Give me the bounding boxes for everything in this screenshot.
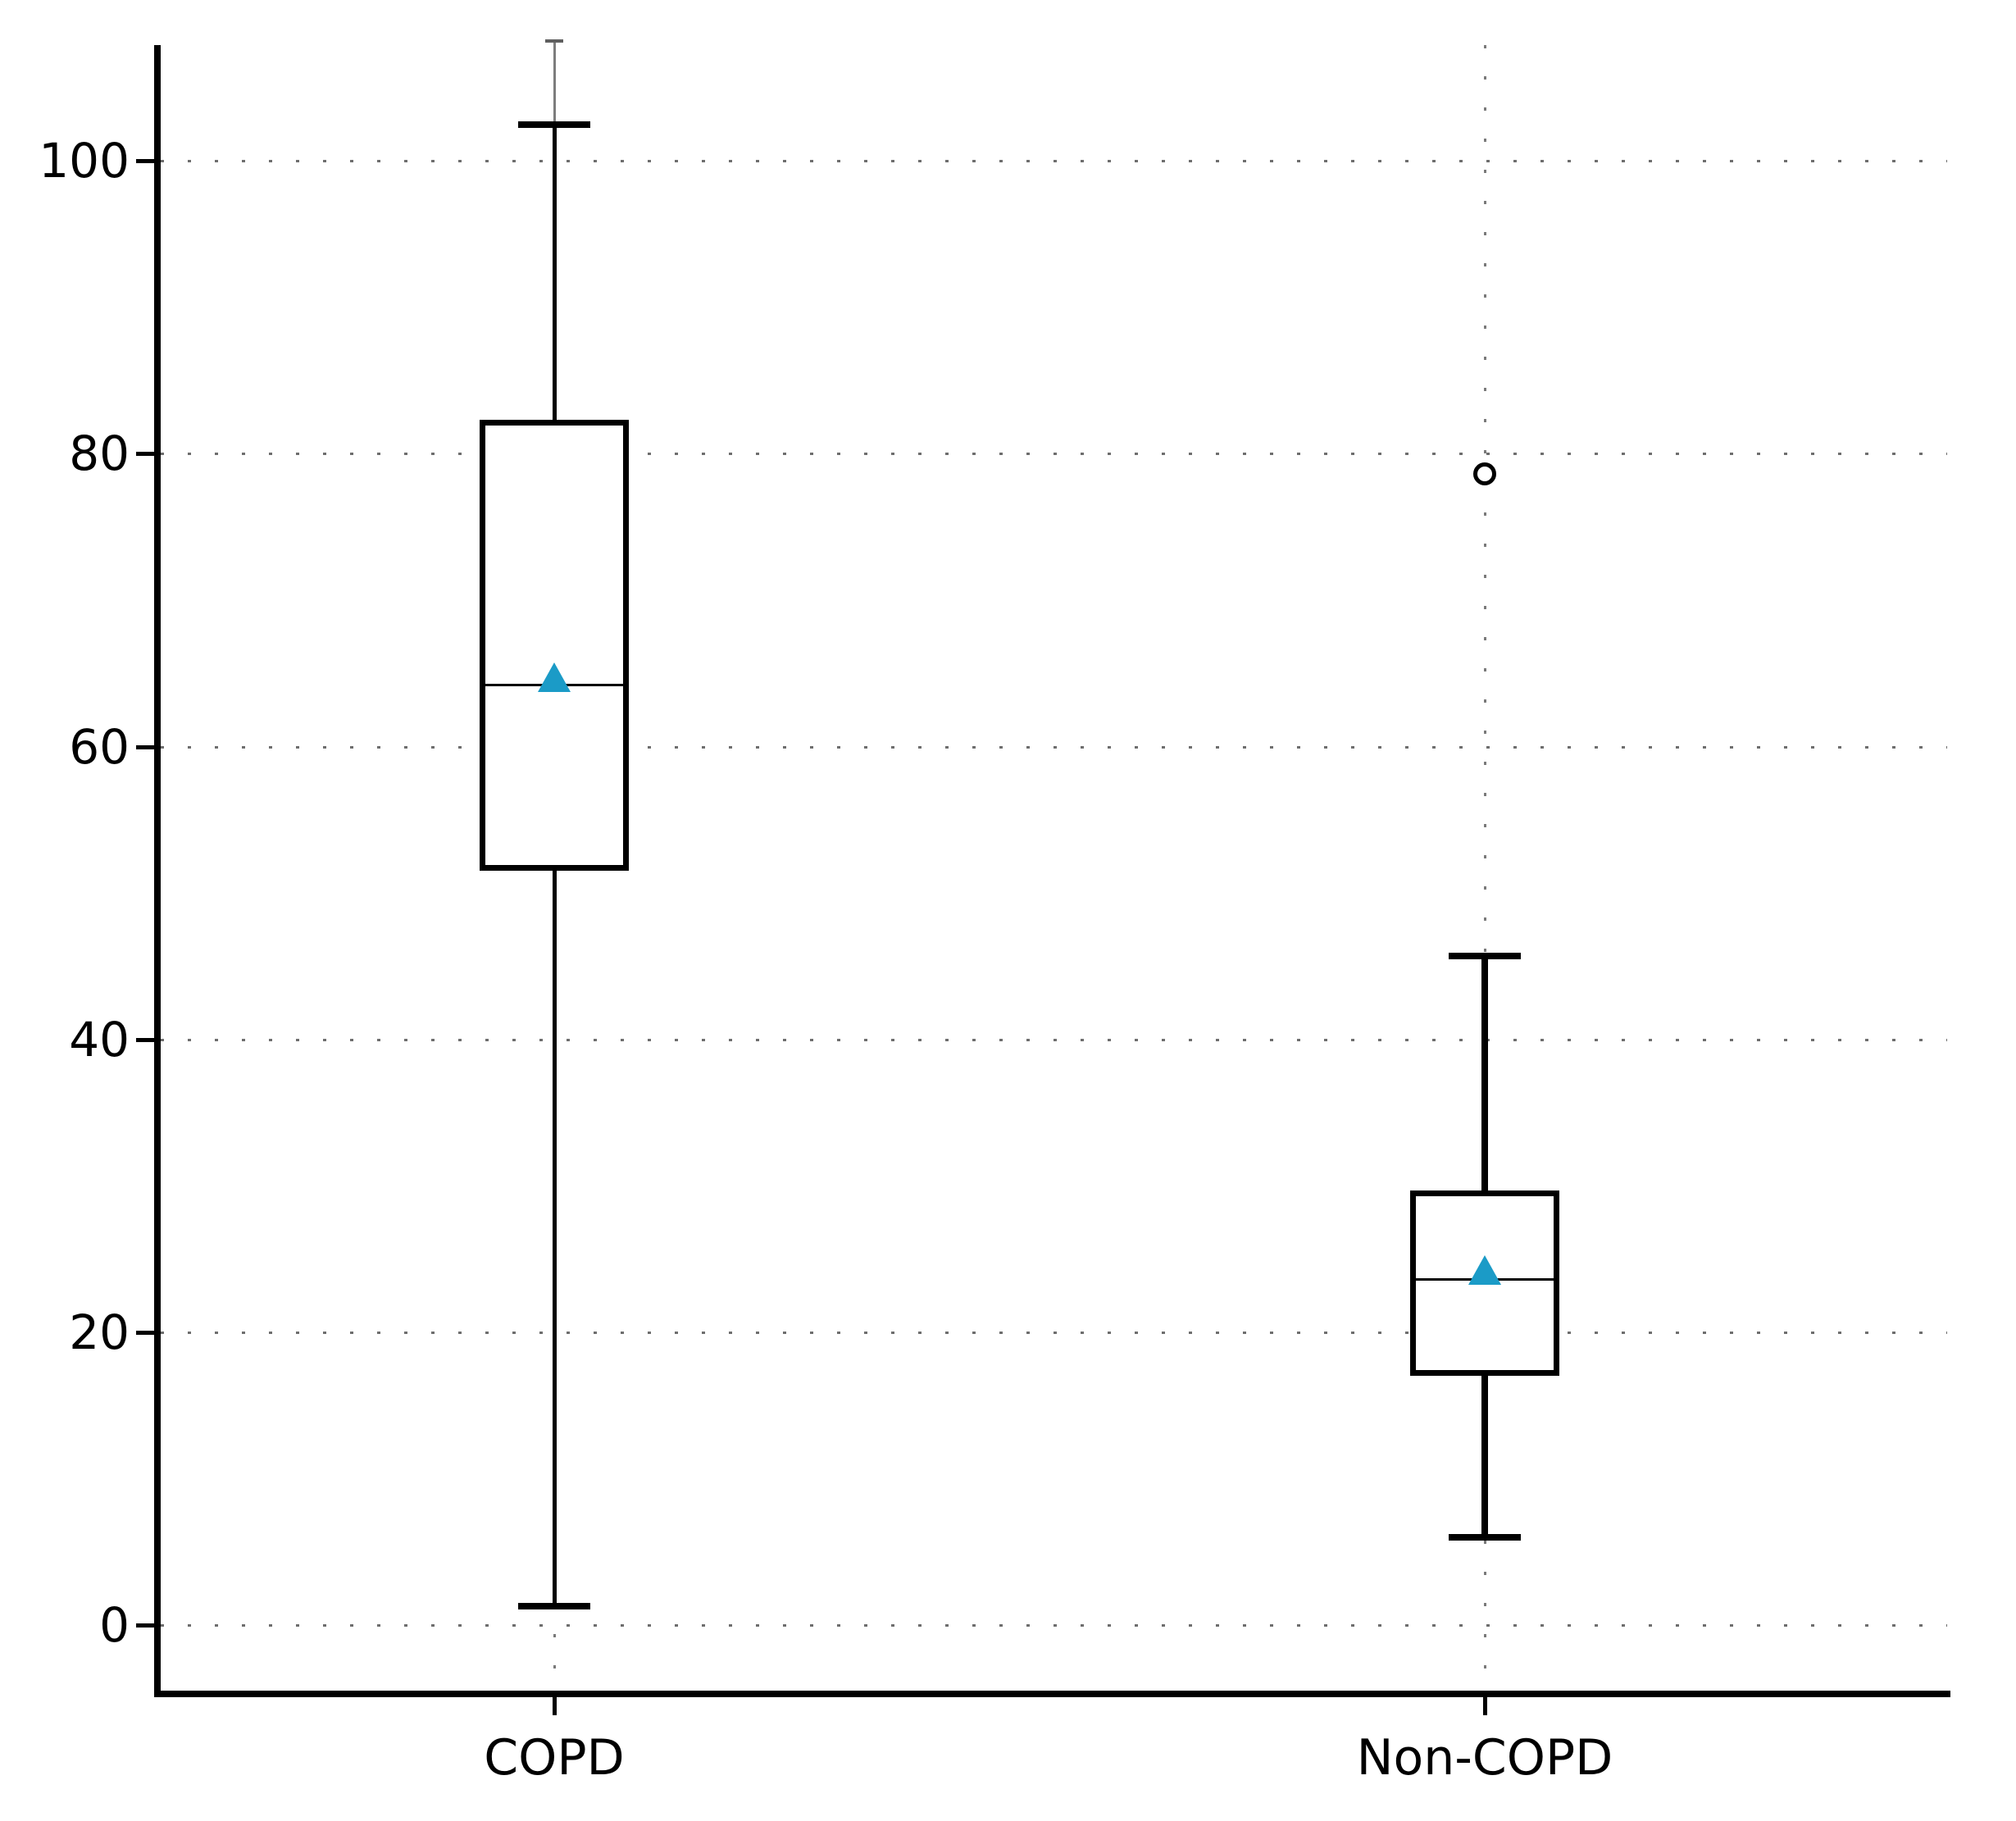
y-axis-tick: [136, 452, 154, 457]
lower-whisker-cap: [1449, 1533, 1521, 1541]
upper-whisker-cap: [518, 121, 590, 128]
thin-upper-whisker-cap: [545, 39, 563, 43]
x-axis-tick: [553, 1697, 557, 1715]
x-tick-label: COPD: [484, 1729, 625, 1787]
y-tick-label: 20: [69, 1304, 130, 1360]
y-tick-label: 0: [99, 1597, 130, 1653]
y-gridline: [161, 453, 1947, 456]
mean-marker: [538, 662, 571, 692]
y-axis-tick: [136, 159, 154, 164]
x-axis-spine: [154, 1691, 1950, 1697]
iqr-box: [480, 420, 629, 872]
y-tick-label: 40: [69, 1011, 130, 1068]
lower-whisker-line: [552, 871, 557, 1606]
lower-whisker-line: [1481, 1376, 1488, 1537]
upper-whisker-line: [552, 124, 557, 421]
y-gridline: [161, 1331, 1947, 1334]
y-gridline: [161, 160, 1947, 163]
x-axis-tick: [1483, 1697, 1487, 1715]
y-axis-spine: [154, 45, 161, 1697]
y-axis-tick: [136, 1330, 154, 1335]
thin-upper-whisker: [553, 40, 556, 125]
y-gridline: [161, 1038, 1947, 1041]
upper-whisker-cap: [1449, 952, 1521, 959]
outlier-point: [1473, 462, 1496, 486]
mean-marker: [1468, 1254, 1501, 1285]
x-gridline: [1484, 45, 1486, 1691]
y-axis-tick: [136, 744, 154, 749]
upper-whisker-line: [1481, 955, 1488, 1190]
y-gridline: [161, 1624, 1947, 1627]
x-tick-label: Non-COPD: [1356, 1729, 1613, 1787]
y-tick-label: 60: [69, 718, 130, 775]
y-axis-tick: [136, 1037, 154, 1042]
y-gridline: [161, 745, 1947, 749]
y-axis-tick: [136, 1623, 154, 1628]
y-tick-label: 80: [69, 426, 130, 482]
lower-whisker-cap: [518, 1602, 590, 1609]
y-tick-label: 100: [39, 133, 130, 189]
